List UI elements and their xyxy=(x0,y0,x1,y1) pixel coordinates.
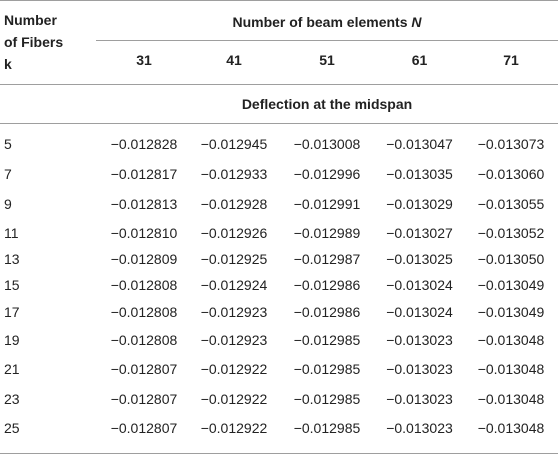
row-k: 25 xyxy=(4,420,20,436)
cell: −0.013050 xyxy=(477,251,545,267)
section-header: Deflection at the midspan xyxy=(241,96,413,112)
cell: −0.012810 xyxy=(110,225,178,241)
row-k: 7 xyxy=(4,166,12,182)
cell: −0.013024 xyxy=(386,277,453,293)
cell: −0.013049 xyxy=(477,277,545,293)
cell: −0.013024 xyxy=(386,304,453,320)
table-row: 5 −0.012828 −0.012945 −0.013008 −0.01304… xyxy=(0,129,558,159)
header-bottom-rule xyxy=(0,84,558,85)
cell: −0.012928 xyxy=(200,196,268,212)
group-header-text: Number of beam elements xyxy=(232,14,408,30)
cell: −0.013048 xyxy=(477,332,545,348)
column-header-51: 51 xyxy=(319,52,335,68)
row-k: 19 xyxy=(4,332,20,348)
table-row: 21 −0.012807 −0.012922 −0.012985 −0.0130… xyxy=(0,354,558,384)
table-top-rule xyxy=(0,0,558,1)
cell: −0.012926 xyxy=(200,225,268,241)
cell: −0.013048 xyxy=(477,391,545,407)
row-k: 17 xyxy=(4,304,20,320)
row-k: 21 xyxy=(4,361,20,377)
cell: −0.012924 xyxy=(200,277,268,293)
cell: −0.012985 xyxy=(293,361,361,377)
table-row: 23 −0.012807 −0.012922 −0.012985 −0.0130… xyxy=(0,384,558,414)
column-header-71: 71 xyxy=(503,52,519,68)
cell: −0.013027 xyxy=(386,225,453,241)
table-row: 19 −0.012808 −0.012923 −0.012985 −0.0130… xyxy=(0,325,558,355)
column-header-41: 41 xyxy=(226,52,242,68)
table-row: 11 −0.012810 −0.012926 −0.012989 −0.0130… xyxy=(0,218,558,248)
cell: −0.012828 xyxy=(110,136,178,152)
cell: −0.012817 xyxy=(110,166,178,182)
table-row: 15 −0.012808 −0.012924 −0.012986 −0.0130… xyxy=(0,270,558,300)
cell: −0.013023 xyxy=(386,420,453,436)
cell: −0.012807 xyxy=(110,361,178,377)
table-row: 25 −0.012807 −0.012922 −0.012985 −0.0130… xyxy=(0,413,558,443)
row-k: 15 xyxy=(4,277,20,293)
cell: −0.013052 xyxy=(477,225,545,241)
cell: −0.012987 xyxy=(293,251,361,267)
row-k: 5 xyxy=(4,136,12,152)
column-header-61: 61 xyxy=(411,52,428,68)
cell: −0.013048 xyxy=(477,420,545,436)
row-k: 23 xyxy=(4,391,20,407)
cell: −0.013049 xyxy=(477,304,545,320)
cell: −0.012996 xyxy=(293,166,361,182)
cell: −0.012808 xyxy=(110,304,178,320)
table-row: 9 −0.012813 −0.012928 −0.012991 −0.01302… xyxy=(0,189,558,219)
group-header-symbol: N xyxy=(411,14,422,30)
cell: −0.013025 xyxy=(386,251,453,267)
cell: −0.012925 xyxy=(200,251,268,267)
cell: −0.012923 xyxy=(200,304,268,320)
cell: −0.013023 xyxy=(386,332,453,348)
cell: −0.012922 xyxy=(200,391,268,407)
cell: −0.012985 xyxy=(293,420,361,436)
cell: −0.013048 xyxy=(477,361,545,377)
group-header: Number of beam elements N xyxy=(96,13,558,31)
section-rule xyxy=(0,123,558,124)
cell: −0.012807 xyxy=(110,420,178,436)
cell: −0.012986 xyxy=(293,277,361,293)
cell: −0.013073 xyxy=(477,136,545,152)
cell: −0.012989 xyxy=(293,225,361,241)
cell: −0.012809 xyxy=(110,251,178,267)
cell: −0.012985 xyxy=(293,332,361,348)
cell: −0.012808 xyxy=(110,332,178,348)
cell: −0.012985 xyxy=(293,391,361,407)
corner-header-line-3: k xyxy=(4,56,12,72)
column-header-row: 31 41 51 61 71 xyxy=(0,45,558,75)
cell: −0.013023 xyxy=(386,391,453,407)
cell: −0.013035 xyxy=(386,166,453,182)
cell: −0.013008 xyxy=(293,136,361,152)
row-k: 9 xyxy=(4,196,12,212)
cell: −0.013055 xyxy=(477,196,545,212)
table-bottom-rule xyxy=(0,453,558,454)
corner-header-line-1: Number xyxy=(4,12,57,28)
cell: −0.012933 xyxy=(200,166,268,182)
corner-header-line-2: of Fibers xyxy=(4,34,64,50)
cell: −0.012813 xyxy=(110,196,178,212)
group-header-rule xyxy=(96,40,558,41)
cell: −0.012922 xyxy=(200,420,268,436)
cell: −0.013047 xyxy=(386,136,453,152)
cell: −0.013060 xyxy=(477,166,545,182)
row-k: 11 xyxy=(4,225,19,241)
cell: −0.012807 xyxy=(110,391,178,407)
cell: −0.012986 xyxy=(293,304,361,320)
column-header-31: 31 xyxy=(136,52,152,68)
cell: −0.012945 xyxy=(200,136,268,152)
row-k: 13 xyxy=(4,251,20,267)
table-row: 17 −0.012808 −0.012923 −0.012986 −0.0130… xyxy=(0,297,558,327)
cell: −0.012923 xyxy=(200,332,268,348)
table-row: 13 −0.012809 −0.012925 −0.012987 −0.0130… xyxy=(0,244,558,274)
table-row: 7 −0.012817 −0.012933 −0.012996 −0.01303… xyxy=(0,159,558,189)
cell: −0.012808 xyxy=(110,277,178,293)
cell: −0.013029 xyxy=(386,196,453,212)
cell: −0.013023 xyxy=(386,361,453,377)
cell: −0.012922 xyxy=(200,361,268,377)
cell: −0.012991 xyxy=(293,196,361,212)
